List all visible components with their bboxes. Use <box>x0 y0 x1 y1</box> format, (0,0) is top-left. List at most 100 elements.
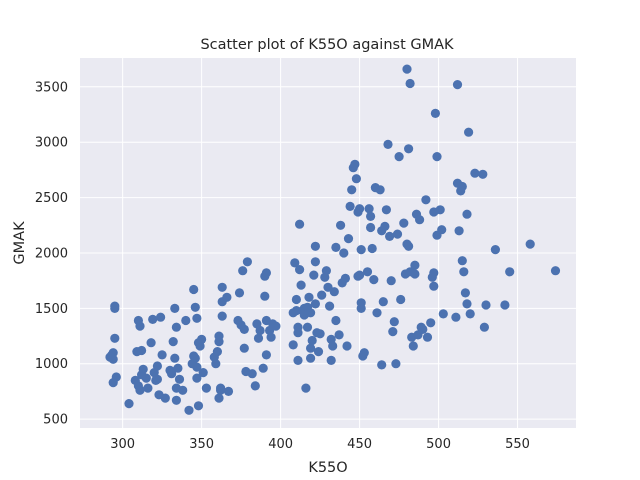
scatter-point <box>359 348 369 358</box>
data-points <box>105 64 561 415</box>
x-tick-label: 550 <box>505 437 530 452</box>
scatter-point <box>362 267 373 277</box>
scatter-point <box>402 64 412 74</box>
scatter-point <box>306 308 316 318</box>
scatter-point <box>355 204 365 214</box>
scatter-point <box>550 266 561 276</box>
scatter-point <box>329 287 339 297</box>
y-axis-label: GMAK <box>12 221 28 265</box>
scatter-point <box>392 229 403 239</box>
scatter-point <box>317 290 327 300</box>
scatter-point <box>171 322 181 332</box>
scatter-point <box>261 350 271 360</box>
scatter-point <box>465 309 475 319</box>
scatter-point <box>388 327 398 337</box>
scatter-point <box>255 325 265 336</box>
scatter-point <box>212 347 222 357</box>
scatter-point <box>490 245 500 255</box>
scatter-point <box>378 297 388 307</box>
y-tick-label: 2000 <box>35 246 68 261</box>
scatter-point <box>250 381 260 391</box>
scatter-point <box>343 234 354 244</box>
scatter-point <box>435 205 445 215</box>
scatter-point <box>197 334 207 344</box>
scatter-point <box>260 291 270 301</box>
scatter-point <box>146 338 156 348</box>
scatter-point <box>366 211 376 221</box>
scatter-point <box>356 303 366 313</box>
y-tick-label: 3000 <box>35 136 68 151</box>
scatter-point <box>173 363 183 373</box>
scatter-point <box>432 152 442 162</box>
scatter-point <box>505 267 515 277</box>
scatter-point <box>452 80 463 90</box>
scatter-point <box>336 220 346 230</box>
scatter-point <box>367 243 377 254</box>
scatter-point <box>462 299 472 309</box>
scatter-point <box>307 335 317 346</box>
scatter-point <box>247 369 257 379</box>
scatter-point <box>462 209 472 219</box>
scatter-point <box>408 341 418 351</box>
scatter-point <box>293 355 303 365</box>
scatter-point <box>291 294 301 305</box>
scatter-point <box>410 260 420 270</box>
scatter-point <box>238 266 248 276</box>
scatter-point <box>464 127 474 137</box>
scatter-point <box>470 168 480 178</box>
x-tick-label: 350 <box>189 437 214 452</box>
scatter-point <box>460 288 470 298</box>
scatter-point <box>141 373 151 383</box>
scatter-point <box>111 372 121 382</box>
scatter-point <box>201 383 211 393</box>
scatter-point <box>372 308 382 318</box>
scatter-point <box>190 302 200 312</box>
scatter-point <box>410 269 420 279</box>
scatter-point <box>375 185 385 195</box>
plot-area <box>80 58 576 428</box>
scatter-point <box>385 231 395 241</box>
scatter-point <box>296 280 306 290</box>
scatter-point <box>459 267 469 277</box>
scatter-point <box>108 354 118 364</box>
scatter-point <box>429 281 439 291</box>
scatter-point <box>328 341 338 351</box>
scatter-point <box>174 374 185 384</box>
scatter-point <box>170 353 180 363</box>
x-axis-ticks: 300 350 400 450 500 550 <box>110 437 530 452</box>
scatter-point <box>291 306 301 316</box>
scatter-point <box>295 265 305 275</box>
scatter-point <box>391 359 401 369</box>
scatter-point <box>457 256 467 266</box>
scatter-point <box>383 139 393 149</box>
scatter-point <box>366 222 376 233</box>
scatter-point <box>340 273 350 283</box>
scatter-point <box>525 239 535 249</box>
scatter-point <box>110 333 120 343</box>
x-tick-label: 400 <box>268 437 293 452</box>
scatter-point <box>437 225 447 235</box>
scatter-point <box>404 144 414 154</box>
scatter-point <box>331 242 341 252</box>
scatter-point <box>293 328 303 338</box>
scatter-point <box>481 300 491 310</box>
scatter-point <box>364 204 374 214</box>
scatter-point <box>234 288 245 298</box>
scatter-point <box>143 383 153 393</box>
scatter-point <box>331 315 341 326</box>
scatter-point <box>211 359 221 369</box>
scatter-point <box>216 385 226 395</box>
x-tick-label: 500 <box>426 437 451 452</box>
scatter-point <box>168 337 178 347</box>
scatter-point <box>271 321 281 331</box>
scatter-point <box>192 373 202 383</box>
scatter-point <box>222 292 232 302</box>
scatter-point <box>167 369 177 379</box>
scatter-point <box>451 312 461 322</box>
scatter-point <box>135 321 145 331</box>
y-tick-label: 3500 <box>35 80 68 95</box>
scatter-point <box>156 312 166 322</box>
scatter-point <box>157 350 167 360</box>
y-tick-label: 2500 <box>35 191 68 206</box>
